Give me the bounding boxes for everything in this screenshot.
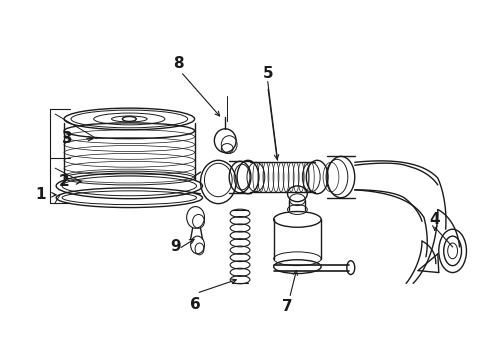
Text: 4: 4 — [430, 212, 440, 227]
Text: 6: 6 — [190, 297, 201, 311]
Ellipse shape — [122, 117, 136, 121]
Text: 9: 9 — [171, 239, 181, 255]
Text: 7: 7 — [282, 298, 293, 314]
Text: 8: 8 — [173, 56, 184, 71]
Text: 2: 2 — [59, 175, 70, 189]
Text: 1: 1 — [35, 187, 46, 202]
Text: 3: 3 — [62, 131, 73, 146]
Text: 5: 5 — [263, 66, 273, 81]
